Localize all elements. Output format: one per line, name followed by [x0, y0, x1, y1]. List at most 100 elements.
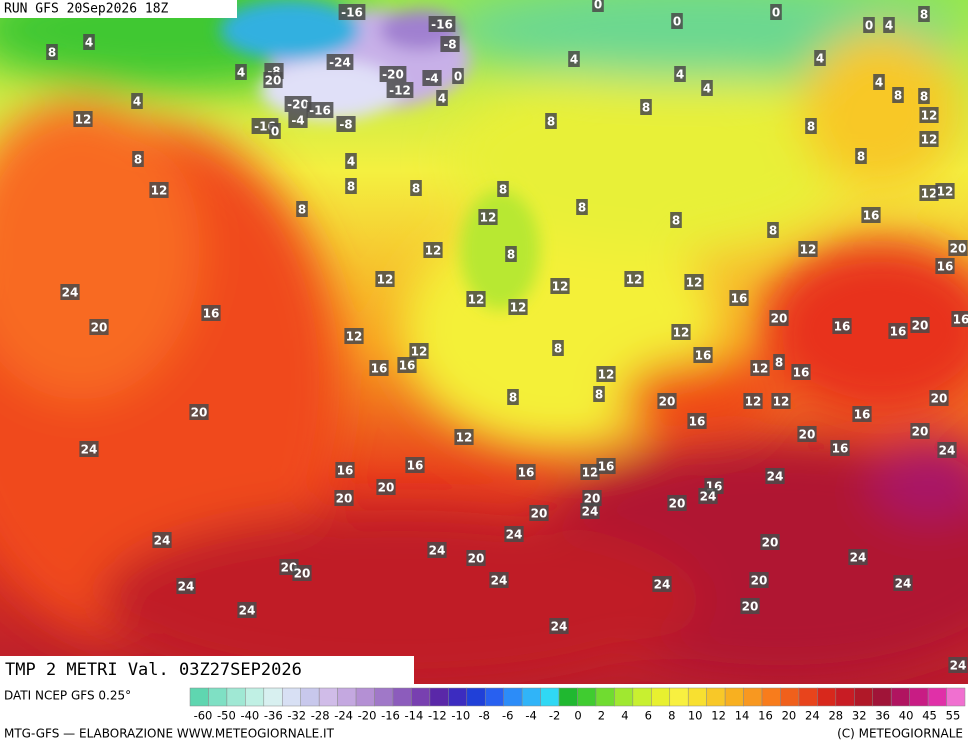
temperature-label: 8	[347, 180, 355, 194]
label-box	[454, 429, 474, 445]
temperature-label: 24	[81, 443, 98, 457]
colorbar-swatch	[651, 687, 671, 707]
temperature-label: 16	[834, 320, 851, 334]
colorbar-tick-label: 8	[668, 709, 675, 723]
label-box	[951, 311, 968, 327]
temperature-label: -20	[382, 68, 404, 82]
colorbar-tick-label: -14	[405, 709, 424, 723]
colorbar-swatch	[817, 687, 837, 707]
temperature-label: 20	[931, 392, 948, 406]
label-box	[798, 241, 818, 257]
temperature-label: 20	[771, 312, 788, 326]
temperature-label: 4	[438, 92, 446, 106]
temperature-label: 16	[832, 442, 849, 456]
colorbar-swatch	[595, 687, 615, 707]
label-box	[855, 148, 867, 164]
colorbar-swatch	[761, 687, 781, 707]
temperature-label: 12	[151, 184, 168, 198]
label-box	[436, 90, 448, 106]
temperature-label: 24	[850, 551, 867, 565]
label-box	[596, 366, 616, 382]
colorbar-tick-label: 32	[852, 709, 867, 723]
colorbar: -60 -50 -40 -36 -32 -28 -24 -20 -16 -14 -12 -10 -8 -6…	[189, 687, 966, 723]
label-box	[918, 88, 930, 104]
colorbar-swatch	[798, 687, 818, 707]
temperature-label: 24	[506, 528, 523, 542]
label-box	[948, 240, 968, 256]
colorbar-tick-label: -36	[264, 709, 283, 723]
temperature-label: 20	[799, 428, 816, 442]
label-box	[640, 99, 652, 115]
colorbar-swatch	[429, 687, 449, 707]
label-box	[376, 479, 396, 495]
temperature-label: 8	[775, 356, 783, 370]
temperature-label: 8	[412, 182, 420, 196]
label-box	[684, 274, 704, 290]
label-box	[344, 328, 364, 344]
temperature-label: 12	[377, 273, 394, 287]
temperature-label: 12	[468, 293, 485, 307]
label-box	[671, 324, 691, 340]
label-box	[580, 503, 600, 519]
temperature-label: 8	[807, 120, 815, 134]
colorbar-swatch	[872, 687, 892, 707]
label-box	[427, 542, 447, 558]
map-labels: -16-16-8-24-20 -4 0-12-84-20 -16-4 -8-160440…	[46, 0, 968, 673]
colorbar-swatch	[318, 687, 338, 707]
temperature-label: 20	[659, 395, 676, 409]
temperature-label: 4	[703, 82, 711, 96]
colorbar-tick-label: -20	[358, 709, 377, 723]
colorbar-swatch	[632, 687, 652, 707]
label-box	[296, 201, 308, 217]
colorbar-tick-label: 28	[828, 709, 843, 723]
temperature-label: 24	[939, 444, 956, 458]
temperature-label: 8	[672, 214, 680, 228]
label-box	[338, 4, 366, 20]
label-box	[771, 393, 791, 409]
temperature-label: 20	[531, 507, 548, 521]
label-box	[552, 340, 564, 356]
colorbar-swatch	[245, 687, 265, 707]
label-box	[652, 576, 672, 592]
label-box	[263, 72, 283, 88]
temperature-label: 20	[762, 536, 779, 550]
colorbar-swatch	[706, 687, 726, 707]
temperature-label: -20	[287, 98, 309, 112]
temperature-label: 4	[237, 66, 245, 80]
label-box	[743, 393, 763, 409]
colorbar-swatch	[558, 687, 578, 707]
colorbar-swatch	[687, 687, 707, 707]
colorbar-swatch	[614, 687, 634, 707]
colorbar-swatch	[466, 687, 486, 707]
colorbar-swatch	[355, 687, 375, 707]
label-box	[235, 64, 247, 80]
colorbar-tick-label: 55	[946, 709, 961, 723]
colorbar-tick-label: 10	[688, 709, 703, 723]
label-box	[405, 457, 425, 473]
temperature-label: 4	[570, 53, 578, 67]
temperature-label: 4	[885, 19, 893, 33]
colorbar-swatch	[577, 687, 597, 707]
temperature-label: -24	[329, 56, 351, 70]
label-box	[760, 534, 780, 550]
label-box	[582, 490, 602, 506]
colorbar-tick-label: -50	[217, 709, 236, 723]
temperature-label: 4	[85, 36, 93, 50]
colorbar-swatch	[521, 687, 541, 707]
temperature-label: 8	[499, 183, 507, 197]
colorbar-tick-label: 14	[735, 709, 750, 723]
temperature-label: 8	[578, 201, 586, 215]
colorbar-swatch	[282, 687, 301, 707]
label-box	[580, 464, 600, 480]
colorbar-tick-label: 0	[574, 709, 581, 723]
temperature-label: 8	[134, 153, 142, 167]
label-box	[750, 360, 770, 376]
label-box	[497, 181, 509, 197]
label-box	[46, 44, 58, 60]
label-box	[189, 404, 209, 420]
label-box	[73, 111, 93, 127]
label-box	[375, 271, 395, 287]
colorbar-tick-label: 4	[621, 709, 628, 723]
title-box	[0, 656, 414, 684]
temperature-label: 20	[912, 425, 929, 439]
